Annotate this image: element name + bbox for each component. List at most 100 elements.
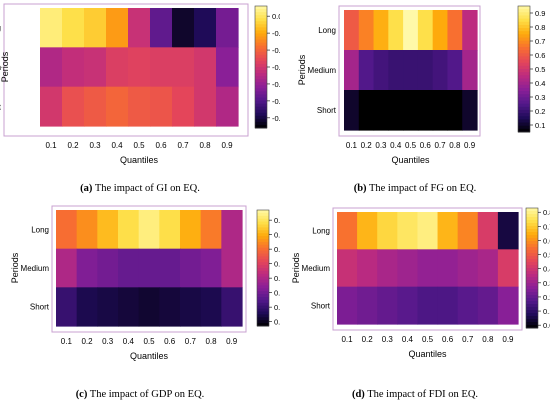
colorbar-tick-label: 0.8 — [543, 208, 550, 217]
colorbar-segment — [518, 65, 530, 70]
colorbar-segment — [526, 301, 538, 305]
heatmap-cell — [477, 286, 499, 325]
colorbar-tick-label: 0.2 — [535, 107, 545, 116]
colorbar-tick-label: 0.0 — [272, 12, 280, 21]
heatmap-cell — [377, 212, 398, 250]
colorbar-segment — [526, 319, 538, 323]
colorbar-segment — [257, 250, 269, 254]
colorbar-segment — [518, 84, 530, 89]
heatmap-cell — [106, 86, 129, 127]
colorbar-tick-label: 0.0 — [543, 321, 550, 330]
colorbar-segment — [526, 307, 538, 311]
colorbar-segment — [255, 85, 267, 89]
colorbar-segment — [526, 289, 538, 293]
colorbar-segment — [257, 247, 269, 252]
y-axis-label: Periods — [291, 252, 301, 283]
colorbar-segment — [526, 310, 538, 314]
heatmap-cell — [388, 90, 404, 131]
x-tick-label: 0.9 — [221, 141, 233, 150]
colorbar-segment — [257, 221, 269, 225]
colorbar-segment — [526, 304, 538, 308]
colorbar-segment — [255, 63, 267, 68]
colorbar-segment — [518, 125, 530, 130]
colorbar-segment — [518, 40, 530, 45]
x-tick-label: 0.7 — [434, 141, 446, 150]
colorbar-segment — [255, 24, 267, 28]
heatmap-cell — [377, 249, 398, 288]
heatmap-cell — [417, 90, 434, 131]
heatmap-cell — [388, 10, 404, 51]
colorbar-segment — [255, 15, 267, 19]
x-tick-label: 0.7 — [462, 335, 474, 344]
colorbar-segment — [518, 94, 530, 98]
x-tick-label: 0.8 — [199, 141, 211, 150]
colorbar-segment — [255, 103, 267, 108]
colorbar-segment — [526, 211, 538, 215]
colorbar-segment — [526, 265, 538, 269]
x-tick-label: 0.1 — [341, 335, 353, 344]
y-tick-label: Medium — [302, 264, 331, 273]
colorbar-segment — [255, 109, 267, 114]
heatmap-cell — [97, 248, 119, 288]
colorbar-segment — [255, 94, 267, 98]
colorbar-frame — [256, 209, 270, 327]
heatmap-cell — [200, 287, 222, 327]
colorbar-segment — [255, 6, 267, 10]
colorbar-tick-label: 0.6 — [274, 260, 280, 269]
colorbar-segment — [526, 286, 538, 290]
colorbar-tick-label: 0.5 — [543, 251, 550, 260]
colorbar-segment — [526, 226, 538, 230]
heatmap-cell — [477, 212, 499, 250]
heatmap-cell — [84, 86, 107, 127]
heatmap-fdi-eq: 0.1 0.2 0.3 0.4 0.5 0.6 0.7 0.8 0.9 Quantiles Long… — [291, 207, 550, 359]
heatmap-cell — [457, 212, 479, 250]
heatmap-cell — [172, 86, 195, 127]
colorbar-segment — [526, 271, 538, 275]
colorbar-segment — [257, 297, 269, 301]
colorbar-segment — [518, 46, 530, 51]
colorbar-segment — [257, 279, 269, 283]
heatmap-cell — [432, 50, 449, 91]
heatmap-cell — [357, 212, 378, 250]
colorbar-segment — [526, 292, 538, 296]
x-tick-label: 0.3 — [382, 335, 394, 344]
panel-d: 0.1 0.2 0.3 0.4 0.5 0.6 0.7 0.8 0.9 Quantiles Long… — [280, 200, 550, 385]
colorbar-segment — [257, 218, 269, 223]
colorbar-segment — [257, 270, 269, 275]
colorbar-segment — [257, 233, 269, 237]
colorbar-tick-label: 0.1 — [543, 307, 550, 316]
heatmap-cell — [200, 248, 222, 288]
heatmap-cell — [417, 286, 439, 325]
colorbar-segment — [518, 87, 530, 92]
x-tick-label: 0.2 — [67, 141, 79, 150]
heatmap-cell — [194, 47, 217, 88]
colorbar-segment — [526, 244, 538, 248]
colorbar-segment — [257, 282, 269, 286]
colorbar-segment — [526, 229, 538, 233]
heatmap-cell — [417, 212, 439, 250]
x-axis-label: Quantiles — [408, 349, 447, 359]
colorbar-segment — [518, 119, 530, 124]
colorbar-segment — [518, 28, 530, 32]
colorbar-segment — [518, 72, 530, 76]
heatmap-cell — [462, 10, 478, 51]
colorbar-segment — [518, 113, 530, 117]
heatmap-cell — [457, 249, 479, 288]
x-tick-label: 0.9 — [464, 141, 476, 150]
x-tick-label: 0.9 — [226, 337, 238, 346]
colorbar-segment — [526, 247, 538, 251]
heatmap-cell — [216, 47, 239, 88]
heatmap-cell — [62, 86, 85, 127]
heatmap-cell — [97, 210, 119, 250]
panel-b: 0.1 0.2 0.3 0.4 0.5 0.6 0.7 0.8 0.9 Quantiles Long… — [280, 0, 550, 180]
colorbar-segment — [526, 283, 538, 287]
colorbar-segment — [257, 268, 269, 272]
colorbar-segment — [255, 91, 267, 95]
heatmap-cell — [397, 286, 419, 325]
colorbar-segment — [255, 106, 267, 111]
colorbar-segment — [518, 37, 530, 42]
heatmap-cell — [337, 212, 358, 250]
colorbar-segment — [518, 56, 530, 61]
colorbar-segment — [518, 18, 530, 23]
colorbar-tick-label: 0.9 — [274, 216, 280, 225]
